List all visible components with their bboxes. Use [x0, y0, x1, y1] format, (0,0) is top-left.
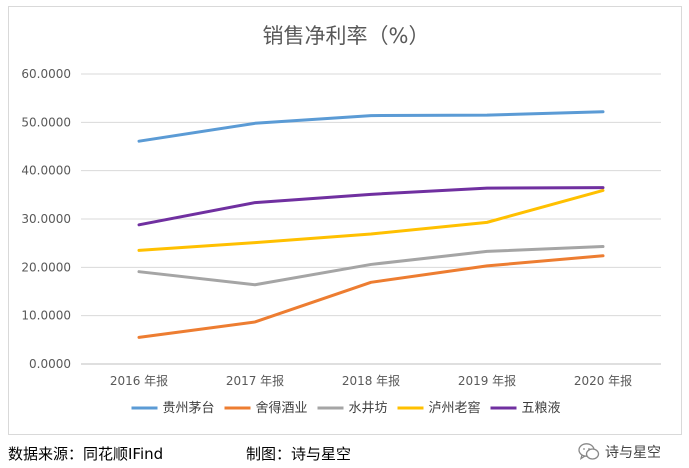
x-tick-label: 2017 年报 — [226, 373, 284, 388]
x-tick-label: 2019 年报 — [458, 373, 516, 388]
series-line — [137, 245, 605, 287]
legend-label: 舍得酒业 — [256, 400, 308, 416]
y-tick-label: 50.0000 — [21, 115, 71, 129]
series-line — [137, 110, 605, 143]
wechat-watermark: 诗与星空 — [578, 440, 661, 464]
y-tick-label: 60.0000 — [21, 67, 71, 81]
watermark-text: 诗与星空 — [605, 445, 661, 461]
chart-credit: 制图：诗与星空 — [246, 445, 352, 463]
y-tick-label: 40.0000 — [21, 164, 71, 178]
x-tick-label: 2016 年报 — [110, 373, 168, 388]
legend-label: 五粮液 — [522, 401, 561, 416]
legend-label: 泸州老窖 — [429, 400, 481, 416]
y-tick-label: 30.0000 — [21, 212, 71, 226]
x-tick-label: 2020 年报 — [574, 373, 632, 388]
chart-frame: 销售净利率（%） 0.0000 10.0000 20.0000 30.0000 40.00… — [8, 6, 682, 435]
y-tick-label: 0.0000 — [29, 357, 71, 371]
legend-label: 水井坊 — [349, 401, 388, 416]
chart-title: 销售净利率（%） — [263, 24, 430, 48]
data-source-note: 数据来源：同花顺IFind — [8, 445, 164, 463]
wechat-icon — [578, 443, 600, 460]
y-tick-label: 20.0000 — [21, 260, 71, 274]
legend-label: 贵州茅台 — [163, 401, 215, 416]
series-line — [137, 188, 605, 252]
chart: 销售净利率（%） 0.0000 10.0000 20.0000 30.0000 40.00… — [21, 24, 661, 416]
series-line — [137, 254, 605, 339]
series-line — [137, 186, 605, 227]
x-tick-label: 2018 年报 — [342, 373, 400, 388]
y-tick-label: 10.0000 — [21, 309, 71, 323]
